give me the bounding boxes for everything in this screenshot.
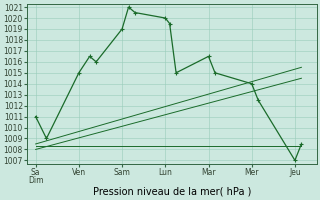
X-axis label: Pression niveau de la mer( hPa ): Pression niveau de la mer( hPa ) bbox=[92, 187, 251, 197]
